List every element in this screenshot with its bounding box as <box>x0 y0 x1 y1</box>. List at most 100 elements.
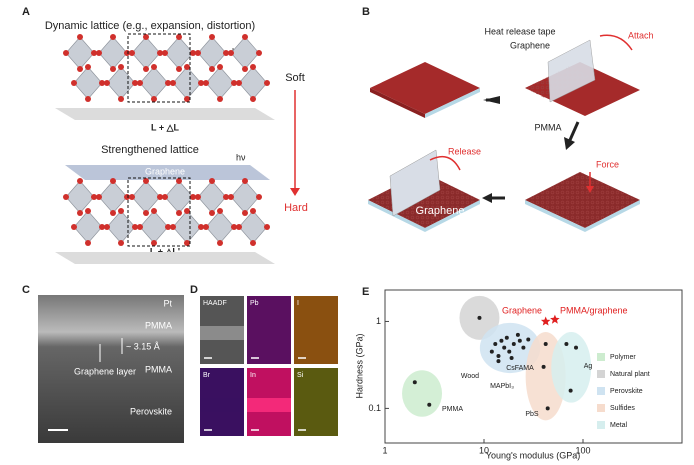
octahedron <box>139 66 169 100</box>
annotation: CsFAMA <box>506 365 534 372</box>
atom <box>104 80 110 86</box>
atom <box>63 194 69 200</box>
atom <box>228 194 234 200</box>
map-label: I <box>297 300 299 307</box>
atom <box>143 210 149 216</box>
atom <box>184 64 190 70</box>
atom <box>242 210 248 216</box>
atom <box>256 50 262 56</box>
octahedron <box>106 210 136 244</box>
octahedron <box>205 66 235 100</box>
atom <box>209 66 215 72</box>
point <box>493 342 498 347</box>
unit-cell <box>127 177 191 247</box>
atom <box>190 194 196 200</box>
legend-label: Polymer <box>610 354 636 361</box>
graphene-label: Graphene <box>145 166 185 176</box>
octahedron <box>238 66 268 100</box>
star <box>540 316 551 326</box>
atom <box>231 80 237 86</box>
octahedron <box>164 180 194 214</box>
octahedron <box>139 210 169 244</box>
release-label: Release <box>448 146 481 156</box>
point <box>412 380 417 385</box>
x-tick-label: 10 <box>479 445 489 455</box>
atom <box>157 50 163 56</box>
length-label: L + △L <box>151 122 180 132</box>
atom <box>85 96 91 102</box>
map-label: Br <box>203 372 211 379</box>
legend-swatch <box>597 370 605 378</box>
panel-b: B Heat release tape Graphene Attach PMMA… <box>362 6 654 232</box>
atom <box>223 194 229 200</box>
map-band <box>200 326 244 340</box>
atom <box>250 96 256 102</box>
octahedron <box>230 36 260 70</box>
atom <box>129 194 135 200</box>
atom <box>170 224 176 230</box>
atom <box>137 80 143 86</box>
graphene-sheet <box>65 165 270 180</box>
y-tick-label: 1 <box>376 316 381 326</box>
point <box>543 342 548 347</box>
layer-label: Perovskite <box>130 406 172 416</box>
octahedron <box>73 210 103 244</box>
annotation: Wood <box>461 373 479 380</box>
octahedron <box>164 36 194 70</box>
octahedron <box>65 36 95 70</box>
atom <box>110 210 116 216</box>
point <box>545 406 550 411</box>
annotation: Ag <box>584 363 593 370</box>
point <box>499 338 504 343</box>
atom <box>162 194 168 200</box>
annotation: MAPbI₃ <box>490 383 514 390</box>
atom <box>77 34 83 40</box>
atom <box>250 208 256 214</box>
atom <box>236 80 242 86</box>
atom <box>223 50 229 56</box>
atom <box>176 178 182 184</box>
atom <box>96 50 102 56</box>
atom <box>132 80 138 86</box>
legend-label: Sulfides <box>610 405 635 412</box>
atom <box>71 80 77 86</box>
region <box>551 332 592 403</box>
layer-label: PMMA <box>145 364 172 374</box>
atom <box>242 34 248 40</box>
legend <box>592 348 678 434</box>
atom <box>250 240 256 246</box>
legend-swatch <box>597 404 605 412</box>
arrow-head <box>290 188 300 196</box>
atom <box>110 34 116 40</box>
point <box>509 355 514 360</box>
point <box>504 335 509 340</box>
point <box>507 349 512 354</box>
substrate-edge <box>585 200 640 232</box>
octahedron <box>98 36 128 70</box>
point <box>517 338 522 343</box>
slab <box>55 108 275 120</box>
atom <box>91 194 97 200</box>
atom <box>198 80 204 86</box>
atom <box>118 240 124 246</box>
substrate-edge <box>425 88 480 118</box>
atom <box>85 208 91 214</box>
panel-label: E <box>362 286 369 298</box>
substrate-edge <box>370 88 425 118</box>
atom <box>184 208 190 214</box>
atom <box>118 208 124 214</box>
atom <box>143 66 149 72</box>
tape <box>389 149 441 217</box>
atom <box>104 224 110 230</box>
atom <box>217 240 223 246</box>
length-label: L + △L' <box>150 246 180 256</box>
substrate-edge <box>525 200 585 232</box>
atom <box>217 96 223 102</box>
atom <box>96 194 102 200</box>
layer-label: PMMA <box>145 320 172 330</box>
x-tick-label: 1 <box>382 445 387 455</box>
atom <box>118 96 124 102</box>
layer-label: Pt <box>163 298 172 308</box>
atom <box>71 224 77 230</box>
